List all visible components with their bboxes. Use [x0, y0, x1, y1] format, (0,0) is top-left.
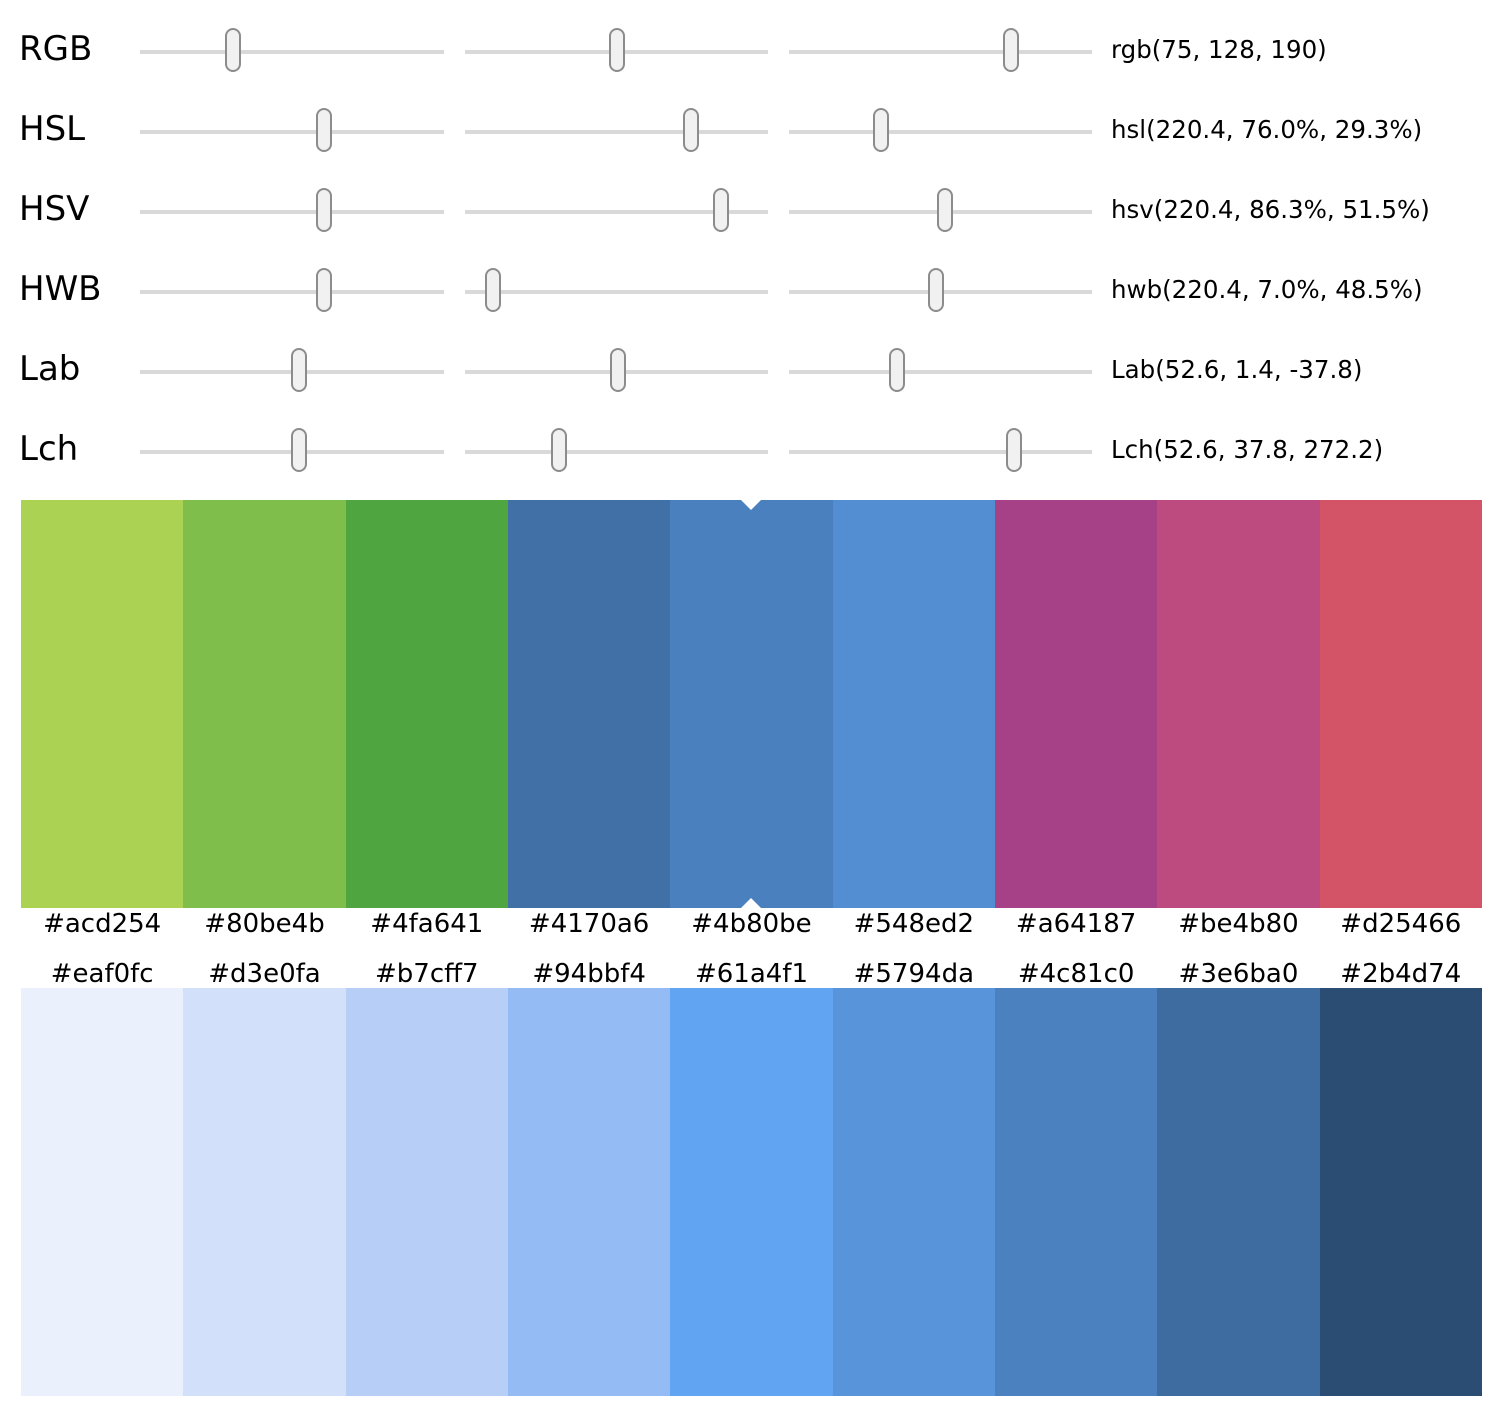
palette-swatch[interactable] [1319, 500, 1482, 908]
slider-track[interactable] [140, 130, 444, 134]
slider-thumb[interactable] [683, 107, 699, 152]
slider-track[interactable] [464, 210, 768, 214]
palette-swatch[interactable] [1319, 988, 1482, 1396]
slider-thumb[interactable] [1002, 27, 1019, 72]
slider-track[interactable] [788, 450, 1092, 454]
slider-thumb[interactable] [316, 107, 332, 152]
palette-swatch[interactable] [1157, 988, 1320, 1396]
slider-track[interactable] [464, 450, 768, 454]
slider-thumb[interactable] [551, 427, 568, 472]
slider-thumb[interactable] [291, 347, 308, 392]
slider-thumb[interactable] [888, 347, 905, 392]
palette-swatch[interactable] [994, 500, 1158, 908]
palette-swatch[interactable] [670, 500, 833, 908]
palette-swatch[interactable] [183, 500, 346, 908]
palette-swatch[interactable] [345, 988, 508, 1396]
palette-swatch[interactable] [183, 988, 346, 1396]
slider-thumb[interactable] [316, 187, 332, 232]
slider-track[interactable] [788, 130, 1092, 134]
slider-thumb[interactable] [609, 347, 626, 392]
palette-swatch[interactable] [1157, 500, 1320, 908]
slider-thumb[interactable] [1005, 427, 1022, 472]
selected-swatch-notch-bottom [741, 897, 762, 908]
palette-swatch[interactable] [670, 988, 833, 1396]
selected-swatch-notch-top [741, 500, 762, 510]
palette-swatch[interactable] [832, 500, 995, 908]
slider-thumb[interactable] [484, 267, 501, 312]
slider-thumb[interactable] [927, 267, 944, 312]
palette-swatch[interactable] [21, 500, 184, 908]
slider-thumb[interactable] [316, 267, 332, 312]
palette-swatch[interactable] [832, 988, 995, 1396]
palette-swatch[interactable] [994, 988, 1158, 1396]
slider-track[interactable] [788, 50, 1092, 54]
slider-track[interactable] [464, 290, 768, 294]
slider-track[interactable] [788, 370, 1092, 374]
palette-swatch[interactable] [345, 500, 508, 908]
slider-track[interactable] [140, 290, 444, 294]
tint-shade-palette [21, 988, 1482, 1396]
harmony-palette [21, 500, 1482, 908]
slider-track[interactable] [140, 210, 444, 214]
palette-swatch[interactable] [21, 988, 184, 1396]
slider-track[interactable] [464, 130, 768, 134]
slider-thumb[interactable] [872, 107, 889, 152]
slider-thumb[interactable] [291, 427, 308, 472]
slider-track[interactable] [140, 50, 444, 54]
palette-swatch[interactable] [507, 988, 671, 1396]
slider-thumb[interactable] [936, 187, 953, 232]
slider-thumb[interactable] [224, 27, 241, 72]
palette-swatch[interactable] [507, 500, 671, 908]
slider-thumb[interactable] [712, 187, 729, 232]
slider-thumb[interactable] [608, 27, 625, 72]
